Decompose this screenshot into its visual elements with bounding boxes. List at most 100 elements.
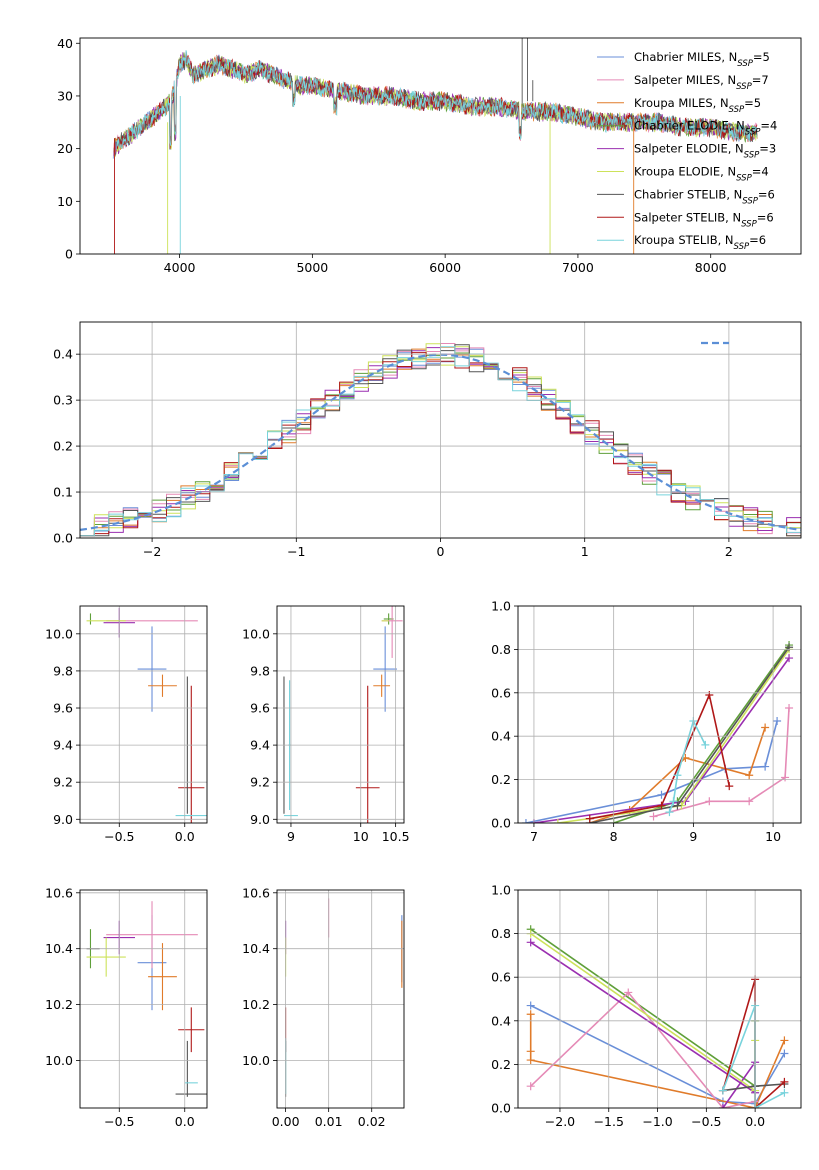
weight-point-marker (745, 797, 754, 806)
weight-point-marker (773, 717, 782, 726)
y-tick-label: 0.8 (491, 642, 511, 657)
x-tick-label: −1.0 (642, 1114, 672, 1129)
axes-frame (79, 605, 208, 824)
weight-point-marker (785, 643, 794, 652)
ebv_mass-panel: 0.00 0.01 0.02 10.0 10.2 10.4 10.6 (242, 885, 405, 1129)
y-tick-label: 10.0 (45, 626, 73, 641)
y-tick-label: 10.4 (242, 941, 270, 956)
legend-label: Kroupa STELIB, NSSP=6 (634, 233, 766, 252)
x-tick-label: 5000 (296, 260, 328, 275)
y-tick-label: 0.4 (53, 347, 73, 362)
spectrum-legend: Chabrier MILES, NSSP=5 Salpeter MILES, NS… (597, 50, 777, 252)
weight-point-marker (725, 782, 734, 791)
y-tick-label: 20 (57, 141, 73, 156)
x-tick-label: 10 (765, 829, 781, 844)
legend-label: Salpeter ELODIE, NSSP=3 (634, 142, 776, 161)
weight-point-marker (649, 812, 658, 821)
axes-frame (276, 889, 405, 1109)
x-tick-label: 10 (353, 829, 369, 844)
weight-series-line (530, 941, 756, 1108)
weight-point-marker (585, 814, 594, 823)
weight-point-marker (657, 790, 666, 799)
weight-point-marker (780, 1049, 789, 1058)
y-tick-label: 10.0 (242, 1053, 270, 1068)
y-tick-label: 0.4 (491, 1013, 511, 1028)
legend-label: Kroupa ELODIE, NSSP=4 (634, 165, 769, 184)
x-tick-label: 4000 (164, 260, 196, 275)
weight-point-marker (780, 1036, 789, 1045)
y-tick-label: 0 (65, 247, 73, 262)
weight-point-marker (526, 1001, 535, 1010)
y-tick-label: 0.0 (491, 816, 511, 831)
y-tick-label: 0.6 (491, 685, 511, 700)
y-tick-label: 9.0 (53, 812, 73, 827)
y-tick-label: 1.0 (491, 883, 511, 898)
weight-series-line (530, 991, 756, 1108)
spectrum-panel: 4000 5000 6000 7000 8000 0 10 20 30 40 Chabrier MI… (57, 36, 802, 275)
weight-point-marker (718, 1086, 727, 1095)
weight-point-marker (745, 771, 754, 780)
weight-point-marker (701, 740, 710, 749)
y-tick-label: 10.4 (45, 941, 73, 956)
y-tick-label: 9.6 (250, 701, 270, 716)
weight-series-line (530, 928, 756, 1088)
weight-point-marker (718, 1104, 727, 1108)
x-tick-label: −1 (287, 544, 305, 559)
weight-point-marker (785, 703, 794, 712)
legend-label: Chabrier STELIB, NSSP=6 (634, 187, 775, 206)
legend-label: Salpeter MILES, NSSP=7 (634, 73, 769, 92)
axes-frame (517, 889, 802, 1109)
y-tick-label: 30 (57, 88, 73, 103)
mass_age-panel: 9 10 10.5 9.0 9.2 9.4 9.6 9.8 10.0 (242, 605, 410, 844)
y-tick-label: 9.4 (53, 738, 73, 753)
x-tick-label: 0.02 (358, 1114, 386, 1129)
y-tick-label: 9.6 (53, 701, 73, 716)
y-tick-label: 0.0 (53, 531, 73, 546)
weight-point-marker (761, 762, 770, 771)
axes-frame (79, 889, 208, 1109)
weight-point-marker (665, 808, 674, 817)
y-tick-label: 9.2 (250, 775, 270, 790)
axes-frame (517, 605, 802, 824)
age_weight-panel: 7 8 9 10 0.0 0.2 0.4 0.6 0.8 1.0 (491, 599, 802, 844)
axes-frame (79, 37, 802, 255)
x-tick-label: 0.00 (272, 1114, 300, 1129)
y-tick-label: 9.4 (250, 738, 270, 753)
z_mass-panel: −0.5 0.0 10.0 10.2 10.4 10.6 (45, 885, 208, 1129)
x-tick-label: 0.0 (175, 1114, 195, 1129)
weight-point-marker (669, 797, 678, 806)
weight-point-marker (781, 773, 790, 782)
x-tick-label: 7 (530, 829, 538, 844)
y-tick-label: 0.4 (491, 729, 511, 744)
weight-point-marker (761, 723, 770, 732)
weight-point-marker (526, 1082, 535, 1091)
x-tick-label: 7000 (562, 260, 594, 275)
x-tick-label: 8 (610, 829, 618, 844)
z_age-plot-area (86, 607, 207, 823)
y-tick-label: 0.2 (491, 1057, 511, 1072)
y-tick-label: 1.0 (491, 599, 511, 614)
z_mass-plot-area (86, 901, 207, 1097)
y-tick-label: 0.2 (491, 772, 511, 787)
weight-point-marker (785, 654, 794, 663)
weight-point-marker (526, 1010, 535, 1019)
weight-point-marker (526, 938, 535, 947)
weight-point-marker (526, 1047, 535, 1056)
axes-frame (79, 321, 802, 539)
ebv_mass-plot-area (285, 898, 403, 1097)
weight-point-marker (780, 1088, 789, 1097)
y-tick-label: 40 (57, 36, 73, 51)
weight-point-marker (657, 801, 666, 810)
weight-point-marker (780, 1077, 789, 1086)
y-tick-label: 9.2 (53, 775, 73, 790)
x-tick-label: 0.0 (175, 829, 195, 844)
weight-point-marker (553, 819, 562, 823)
x-tick-label: 0.0 (745, 1114, 765, 1129)
x-tick-label: 9 (689, 829, 697, 844)
y-tick-label: 0.6 (491, 970, 511, 985)
axes-frame (276, 605, 405, 824)
spectrum-plot-area (112, 38, 758, 254)
weight-point-marker (705, 797, 714, 806)
weight-point-marker (526, 1056, 535, 1065)
